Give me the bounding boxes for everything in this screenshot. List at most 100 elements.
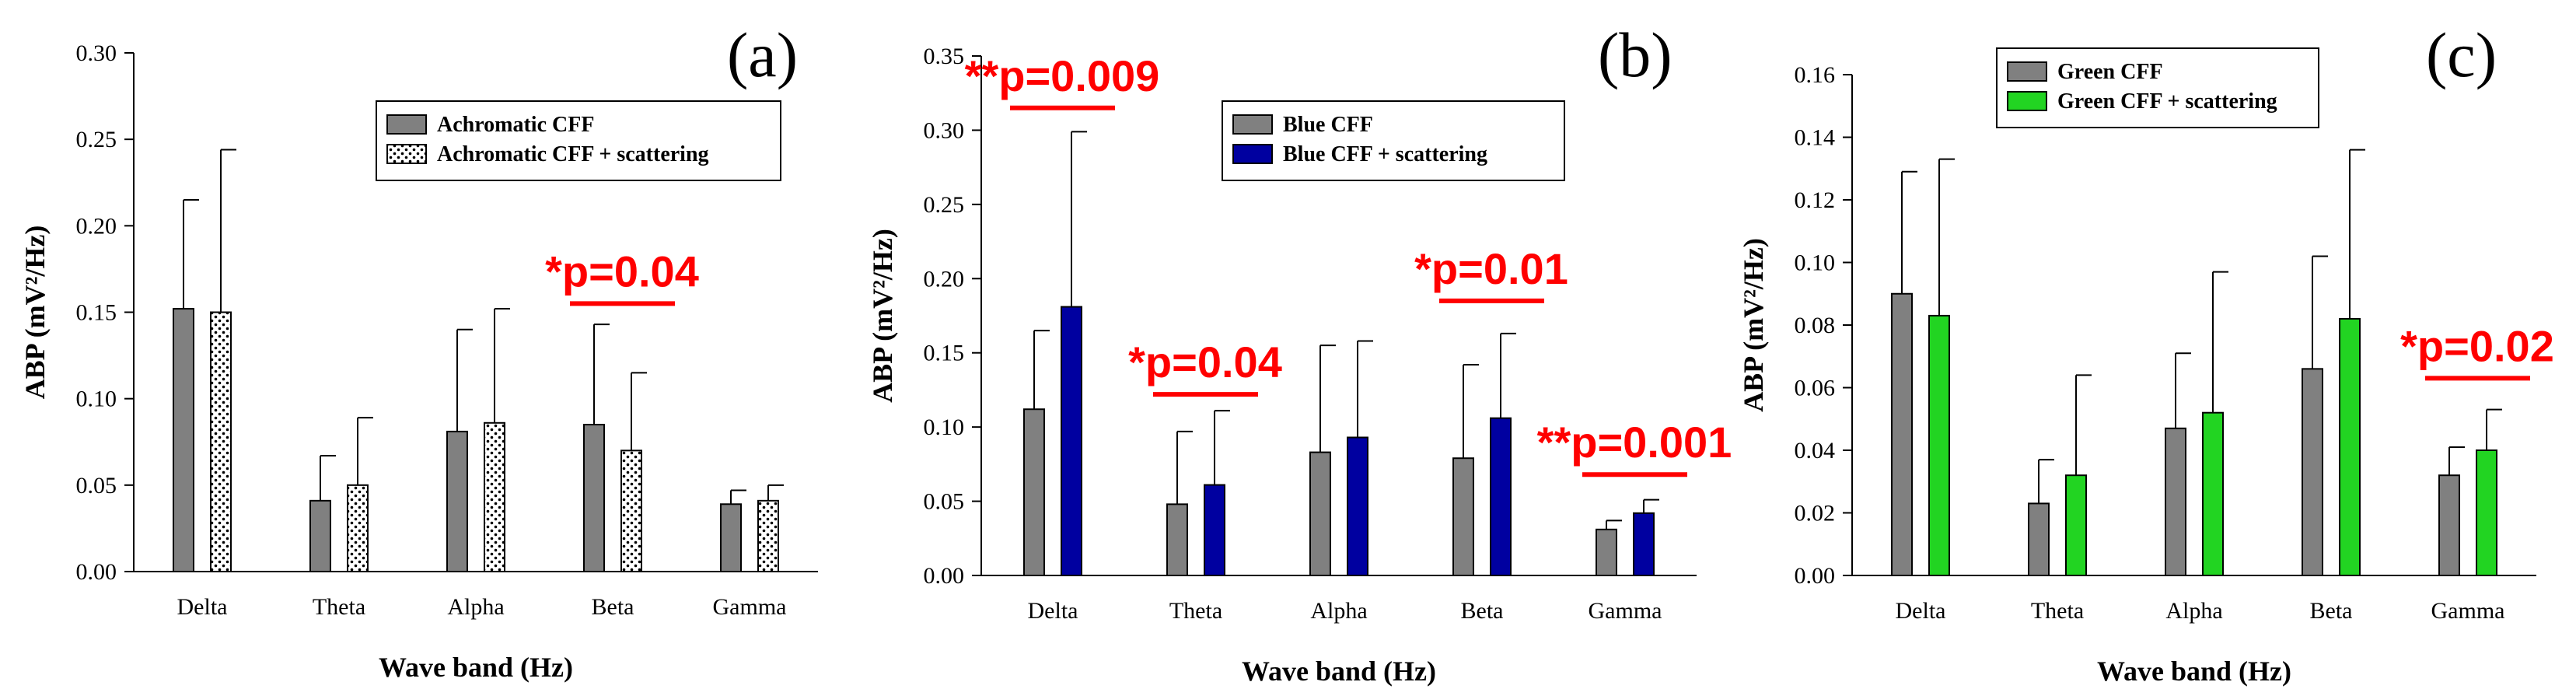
bar-series-0-beta [2302,368,2323,576]
x-tick-label: Delta [1896,598,1946,624]
x-tick-label: Alpha [2165,598,2222,624]
y-tick-label: 0.00 [1795,563,1836,589]
bar-series-1-theta [1204,484,1225,577]
chart-panel-1: 0.00 0.05 0.10 0.15 0.20 0.25 0.30 0.35 Delta The… [867,19,1732,687]
legend-box [1222,100,1565,181]
x-tick-label: Delta [177,594,228,620]
y-tick-label: 0.25 [924,192,965,218]
x-tick-label: Gamma [2431,598,2505,624]
x-tick-label: Alpha [447,594,504,620]
y-tick-label: 0.16 [1795,62,1836,88]
y-tick-label: 0.30 [924,117,965,143]
legend: Blue CFF Blue CFF + scattering [1222,100,1565,181]
chart-panel-0: 0.00 0.05 0.10 0.15 0.20 0.25 0.30 Delta Theta Al… [19,19,818,683]
y-tick-label: 0.02 [1795,501,1836,526]
x-axis-label: Wave band (Hz) [379,652,573,683]
legend-swatch [386,144,427,164]
y-tick-label: 0.05 [76,473,117,498]
bar-series-0-delta [1891,292,1913,576]
significance-label: *p=0.04 [545,247,699,296]
x-tick-label: Beta [2310,598,2353,624]
legend-entry: Blue CFF + scattering [1283,142,1487,166]
x-tick-label: Alpha [1310,598,1367,624]
panel-label: (b) [1598,19,1672,90]
bar-series-1-gamma [757,499,779,572]
legend-swatch [1232,144,1273,164]
y-tick-label: 0.05 [924,489,965,515]
x-tick-label: Gamma [713,594,787,620]
bar-series-0-theta [1166,503,1188,576]
legend-box [1996,47,2319,128]
panel-label: (a) [727,19,798,90]
legend-swatch [1232,114,1273,135]
x-tick-label: Beta [592,594,634,620]
significance-label: *p=0.01 [1414,244,1568,293]
x-tick-label: Delta [1028,598,1078,624]
panel-label: (c) [2426,19,2497,90]
legend-entry: Blue CFF [1283,113,1373,137]
legend-entry: Green CFF [2057,60,2163,84]
y-tick-label: 0.35 [924,44,965,69]
significance-label: **p=0.009 [965,51,1160,100]
y-tick-label: 0.30 [76,40,117,66]
y-tick-label: 0.12 [1795,187,1836,213]
bar-series-1-delta [210,311,232,572]
bar-series-1-beta [1490,417,1512,576]
y-tick-label: 0.10 [76,386,117,412]
bar-series-1-alpha [2202,411,2224,577]
legend: Green CFF Green CFF + scattering [1996,47,2319,128]
y-tick-label: 0.06 [1795,376,1836,401]
legend: Achromatic CFF Achromatic CFF + scatterin… [376,100,781,181]
y-tick-label: 0.14 [1795,125,1836,151]
bar-series-1-gamma [1633,512,1655,577]
bar-series-0-gamma [720,503,742,572]
y-tick-label: 0.15 [924,341,965,366]
x-axis-label: Wave band (Hz) [1242,656,1436,687]
x-axis-label: Wave band (Hz) [2097,656,2291,687]
y-tick-label: 0.00 [76,559,117,585]
bar-series-1-alpha [1347,436,1368,577]
bar-series-0-beta [583,424,605,572]
legend-swatch [386,114,427,135]
bar-series-0-delta [173,308,194,572]
legend-entry: Achromatic CFF [437,113,594,137]
y-tick-label: 0.25 [76,127,117,152]
bar-series-0-gamma [2438,474,2460,577]
x-tick-label: Theta [1169,598,1222,624]
y-axis-label: ABP (mV²/Hz) [867,229,898,403]
bar-series-0-delta [1023,408,1045,576]
y-axis-label: ABP (mV²/Hz) [1738,238,1769,412]
significance-label: *p=0.02 [2400,321,2554,370]
x-tick-label: Gamma [1589,598,1662,624]
y-tick-label: 0.08 [1795,313,1836,338]
significance-label: *p=0.04 [1128,338,1282,386]
y-tick-label: 0.10 [924,414,965,440]
legend-entry: Green CFF + scattering [2057,89,2277,114]
y-tick-label: 0.20 [76,213,117,239]
significance-label: **p=0.001 [1537,418,1732,467]
legend-entry: Achromatic CFF + scattering [437,142,709,166]
legend-box [376,100,781,181]
bar-series-0-gamma [1596,528,1617,577]
chart-panel-2: 0.00 0.02 0.04 0.06 0.08 0.10 0.12 0.14 0.16 Delt… [1738,19,2554,687]
bar-series-1-theta [2065,474,2087,577]
bar-series-0-alpha [1309,451,1331,576]
bar-series-0-alpha [446,430,468,572]
y-axis-label: ABP (mV²/Hz) [19,226,51,400]
bar-series-0-theta [2028,502,2050,576]
x-tick-label: Beta [1461,598,1504,624]
y-tick-label: 0.00 [924,563,965,589]
y-tick-label: 0.10 [1795,250,1836,276]
bar-series-1-beta [2339,317,2361,576]
bar-series-1-delta [1061,306,1082,576]
x-tick-label: Theta [2031,598,2084,624]
bar-series-1-beta [620,449,642,572]
y-tick-label: 0.04 [1795,438,1836,463]
y-tick-label: 0.20 [924,266,965,292]
legend-swatch [2007,61,2047,82]
y-tick-label: 0.15 [76,300,117,326]
bar-series-1-theta [347,484,369,572]
bar-series-1-gamma [2476,449,2497,576]
bar-series-0-beta [1452,457,1474,576]
